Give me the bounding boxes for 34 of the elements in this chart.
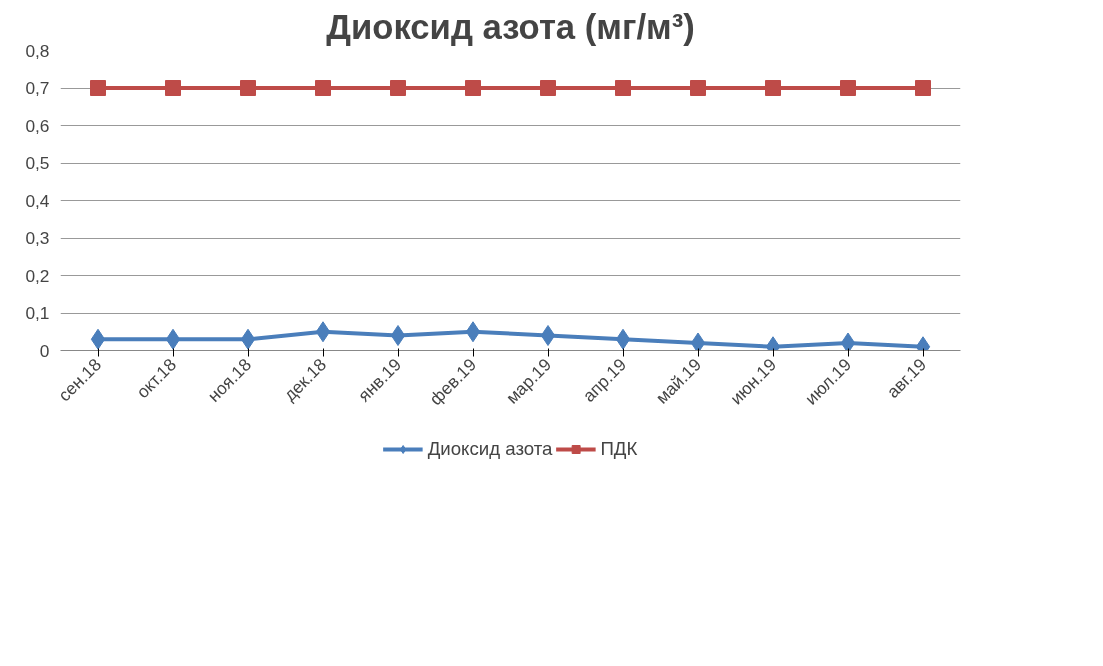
point xyxy=(90,80,106,96)
point xyxy=(165,328,181,350)
y-tick-label: 0,6 xyxy=(25,115,50,136)
point xyxy=(615,328,631,350)
point xyxy=(690,80,706,96)
point xyxy=(915,80,931,96)
y-tick-label: 0,2 xyxy=(25,265,50,286)
point xyxy=(840,332,856,351)
point xyxy=(390,325,406,346)
y-tick-label: 0,1 xyxy=(25,303,50,323)
y-tick-label: 0,4 xyxy=(25,190,50,211)
point xyxy=(165,80,181,96)
y-tick-label: 0,7 xyxy=(25,78,50,98)
point xyxy=(315,321,331,343)
point xyxy=(765,80,781,96)
point xyxy=(390,80,406,96)
point xyxy=(540,325,556,346)
point xyxy=(90,328,106,350)
legend-label: Диоксид азота xyxy=(427,438,553,460)
point xyxy=(615,80,631,96)
point xyxy=(240,80,256,96)
point xyxy=(840,80,856,96)
legend-label: ПДК xyxy=(600,438,638,460)
y-tick-label: 0,3 xyxy=(25,228,50,248)
point xyxy=(690,332,706,351)
chart-title: Диоксид азота (мг/м³) xyxy=(326,7,695,46)
point xyxy=(465,80,481,96)
point xyxy=(315,80,331,96)
y-tick-label: 0,5 xyxy=(25,153,50,173)
point xyxy=(540,80,556,96)
point xyxy=(240,328,256,350)
point xyxy=(465,321,481,343)
y-tick-label: 0,8 xyxy=(25,40,50,61)
y-tick-label: 0 xyxy=(39,340,50,361)
